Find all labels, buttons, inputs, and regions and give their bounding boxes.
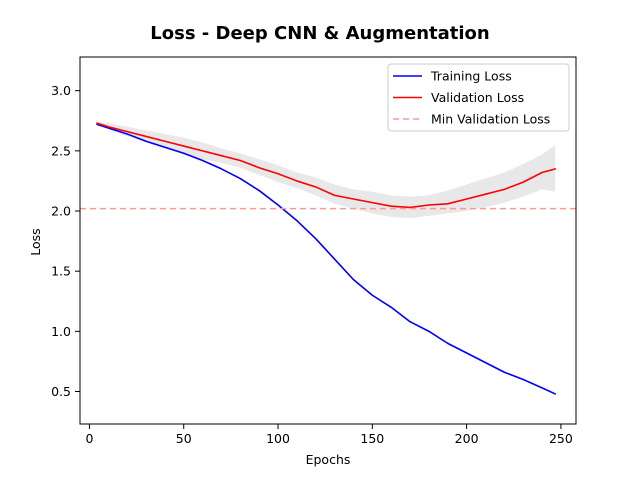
y-tick-label: 2.0 [51, 204, 71, 219]
y-tick-label: 1.5 [51, 264, 71, 279]
x-axis-label: Epochs [306, 452, 351, 467]
confidence-band-layer [96, 121, 556, 219]
chart-title: Loss - Deep CNN & Augmentation [150, 23, 489, 44]
axes-layer [79, 56, 577, 425]
x-tick-label: 50 [176, 431, 192, 446]
y-tick-label: 0.5 [51, 384, 71, 399]
legend-label-training-loss: Training Loss [430, 69, 512, 84]
x-tick-label: 150 [360, 431, 384, 446]
tick-layer: 0 50 100 150 200 250 0.5 1.0 1.5 2.0 2.5 3.0 [51, 83, 573, 446]
validation-loss-band [96, 121, 556, 219]
y-tick-label: 1.0 [51, 324, 71, 339]
legend-box [387, 63, 570, 132]
y-tick-label: 3.0 [51, 83, 71, 98]
series-line-layer [80, 122, 576, 395]
legend: Training Loss Validation Loss Min Validati… [387, 63, 570, 132]
x-tick-label: 0 [85, 431, 93, 446]
training-loss-line [96, 123, 557, 395]
validation-loss-line [96, 122, 557, 209]
plot-frame [79, 56, 577, 425]
legend-label-min-validation-loss: Min Validation Loss [431, 112, 550, 127]
y-axis-label: Loss [28, 228, 43, 255]
x-tick-label: 100 [266, 431, 290, 446]
x-tick-label: 200 [455, 431, 479, 446]
y-tick-label: 2.5 [51, 143, 71, 158]
legend-label-validation-loss: Validation Loss [431, 90, 524, 105]
x-tick-label: 250 [549, 431, 573, 446]
